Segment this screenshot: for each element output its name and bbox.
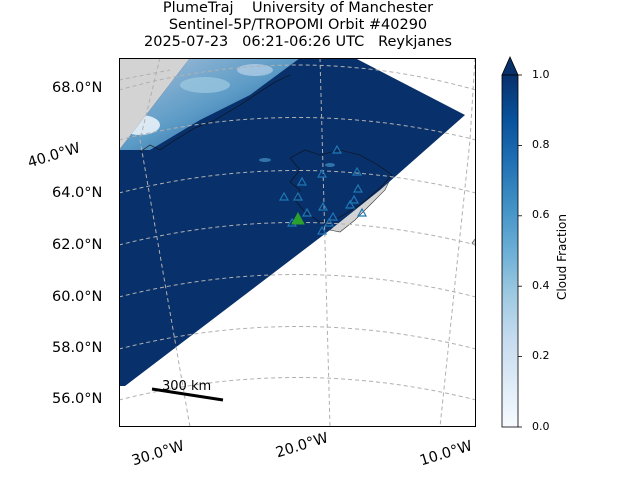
lat-label-68n: 68.0°N — [52, 80, 103, 96]
map-svg: 300 km — [119, 58, 476, 427]
station-marker — [296, 176, 308, 186]
parallel-64n — [119, 170, 476, 194]
colorbar-tick-0-8: 0.8 — [532, 138, 550, 151]
title-line-3: 2025-07-23 06:21-06:26 UTC Reykjanes — [144, 34, 452, 50]
meridian-30w — [139, 58, 191, 427]
scale-bar — [151, 387, 224, 402]
graticule — [119, 58, 476, 427]
parallel-58n — [119, 326, 476, 350]
station-markers — [278, 144, 368, 235]
title-line-2: Sentinel-5P/TROPOMI Orbit #40290 — [168, 17, 428, 33]
colorbar-tick-0-2: 0.2 — [532, 349, 550, 362]
title-line-1: PlumeTraj University of Manchester — [162, 0, 434, 16]
station-marker — [301, 207, 313, 217]
cloud-patch-streak-2 — [325, 163, 335, 167]
lat-label-64n: 64.0°N — [52, 185, 103, 201]
colorbar-tick-0-6: 0.6 — [532, 208, 550, 221]
colorbar-ticks — [518, 74, 522, 428]
cloud-patch-greenland — [119, 58, 300, 150]
colorbar-tick-1-0: 1.0 — [532, 68, 550, 81]
meridian-20w — [319, 58, 331, 427]
station-marker — [344, 199, 356, 209]
colorbar-extend-arrow — [501, 56, 519, 76]
colorbar-tick-0-4: 0.4 — [532, 279, 550, 292]
station-marker — [352, 183, 364, 193]
station-marker — [348, 194, 360, 204]
station-marker — [323, 217, 335, 227]
colorbar-gradient — [501, 74, 519, 428]
satellite-swath — [119, 58, 465, 386]
station-marker — [278, 191, 290, 201]
lon-label-10w: 10.0°W — [418, 438, 475, 470]
lon-label-20w: 20.0°W — [274, 430, 331, 462]
colorbar-label: Cloud Fraction — [555, 214, 569, 300]
lat-label-56n: 56.0°N — [52, 391, 103, 407]
lat-label-58n: 58.0°N — [52, 340, 103, 356]
cloud-patch-streak — [259, 158, 271, 162]
station-marker — [327, 211, 339, 221]
station-marker — [351, 166, 363, 176]
parallel-56n — [119, 377, 476, 401]
lon-label-40w: 40.0°W — [26, 140, 83, 172]
station-marker — [316, 168, 328, 178]
volcano-marker — [291, 211, 305, 225]
colorbar-tick-0-0: 0.0 — [532, 420, 550, 433]
station-marker — [316, 225, 328, 235]
scale-bar-label: 300 km — [162, 379, 211, 394]
meridian-40w — [119, 69, 171, 81]
map-panel: 300 km — [119, 58, 476, 427]
parallel-66n — [119, 117, 476, 141]
lat-label-60n: 60.0°N — [52, 289, 103, 305]
station-marker — [317, 201, 329, 211]
lon-label-30w: 30.0°W — [130, 438, 187, 470]
cloud-patch-mid — [180, 77, 230, 93]
lat-label-62n: 62.0°N — [52, 237, 103, 253]
colorbar — [501, 56, 522, 428]
station-marker — [292, 191, 304, 201]
parallel-60n — [119, 274, 476, 298]
station-marker — [356, 207, 368, 217]
meridian-10w — [439, 58, 476, 427]
station-marker — [331, 144, 343, 154]
parallel-62n — [119, 222, 476, 246]
